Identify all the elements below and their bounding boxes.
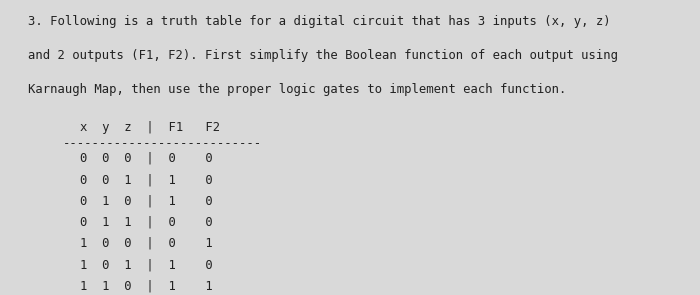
Text: 0  0  0  |  0    0: 0 0 0 | 0 0 [80,152,214,165]
Text: 1  0  0  |  0    1: 1 0 0 | 0 1 [80,237,214,250]
Text: 0  1  0  |  1    0: 0 1 0 | 1 0 [80,194,214,207]
Text: 0  0  1  |  1    0: 0 0 1 | 1 0 [80,173,214,186]
Text: Karnaugh Map, then use the proper logic gates to implement each function.: Karnaugh Map, then use the proper logic … [28,83,566,96]
Text: 0  1  1  |  0    0: 0 1 1 | 0 0 [80,216,214,229]
Text: 3. Following is a truth table for a digital circuit that has 3 inputs (x, y, z): 3. Following is a truth table for a digi… [28,15,610,28]
Text: 1  1  0  |  1    1: 1 1 0 | 1 1 [80,279,214,292]
Text: ---------------------------: --------------------------- [63,137,262,150]
Text: and 2 outputs (F1, F2). First simplify the Boolean function of each output using: and 2 outputs (F1, F2). First simplify t… [28,49,618,62]
Text: x  y  z  |  F1   F2: x y z | F1 F2 [80,121,220,134]
Text: 1  0  1  |  1    0: 1 0 1 | 1 0 [80,258,214,271]
